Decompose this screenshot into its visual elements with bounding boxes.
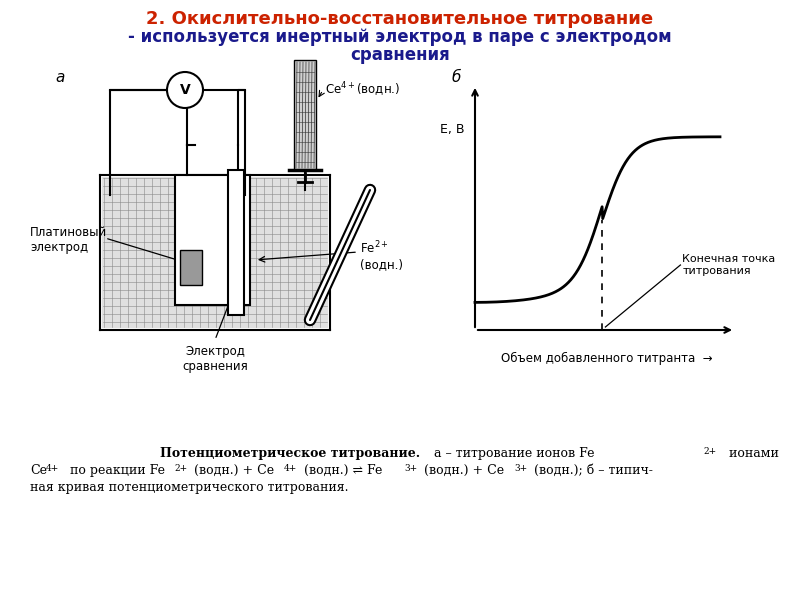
- Text: б: б: [452, 70, 462, 85]
- Bar: [180, 250, 202, 285]
- Text: 3+: 3+: [404, 464, 417, 473]
- Bar: [175, 175, 250, 305]
- Text: 4+: 4+: [284, 464, 298, 473]
- Text: (водн.) + Ce: (водн.) + Ce: [424, 464, 504, 477]
- Text: Потенциометрическое титрование.: Потенциометрическое титрование.: [160, 447, 420, 460]
- Text: Ce: Ce: [30, 464, 47, 477]
- Text: - используется инертный электрод в паре с электродом: - используется инертный электрод в паре …: [128, 28, 672, 46]
- Text: сравнения: сравнения: [350, 46, 450, 64]
- Text: (водн.) + Ce: (водн.) + Ce: [194, 464, 274, 477]
- Text: E, В: E, В: [441, 124, 465, 136]
- Text: ионами: ионами: [725, 447, 779, 460]
- Circle shape: [167, 72, 203, 108]
- Text: Fe$^{2+}$
(водн.): Fe$^{2+}$ (водн.): [360, 239, 403, 271]
- Text: 2+: 2+: [703, 447, 716, 456]
- Text: по реакции Fe: по реакции Fe: [66, 464, 165, 477]
- Text: V: V: [180, 83, 190, 97]
- Text: а – титрование ионов Fe: а – титрование ионов Fe: [430, 447, 594, 460]
- Text: 2+: 2+: [174, 464, 187, 473]
- Bar: [102, 177, 328, 328]
- Text: ная кривая потенциометрического титрования.: ная кривая потенциометрического титрован…: [30, 481, 349, 494]
- Bar: [294, 60, 316, 170]
- Text: а: а: [55, 70, 64, 85]
- Text: (водн.) ⇌ Fe: (водн.) ⇌ Fe: [304, 464, 382, 477]
- Text: 3+: 3+: [514, 464, 527, 473]
- Text: Ce$^{4+}$(водн.): Ce$^{4+}$(водн.): [325, 81, 400, 99]
- Bar: [228, 170, 244, 315]
- Text: Электрод
сравнения: Электрод сравнения: [182, 345, 248, 373]
- Text: Конечная точка
титрования: Конечная точка титрования: [682, 254, 776, 276]
- Text: 2. Окислительно-восстановительное титрование: 2. Окислительно-восстановительное титров…: [146, 10, 654, 28]
- Text: 4+: 4+: [46, 464, 59, 473]
- Text: Платиновый
электрод: Платиновый электрод: [30, 226, 107, 254]
- Text: Объем добавленного титранта  →: Объем добавленного титранта →: [501, 352, 713, 365]
- Text: (водн.); б – типич-: (водн.); б – типич-: [534, 464, 653, 477]
